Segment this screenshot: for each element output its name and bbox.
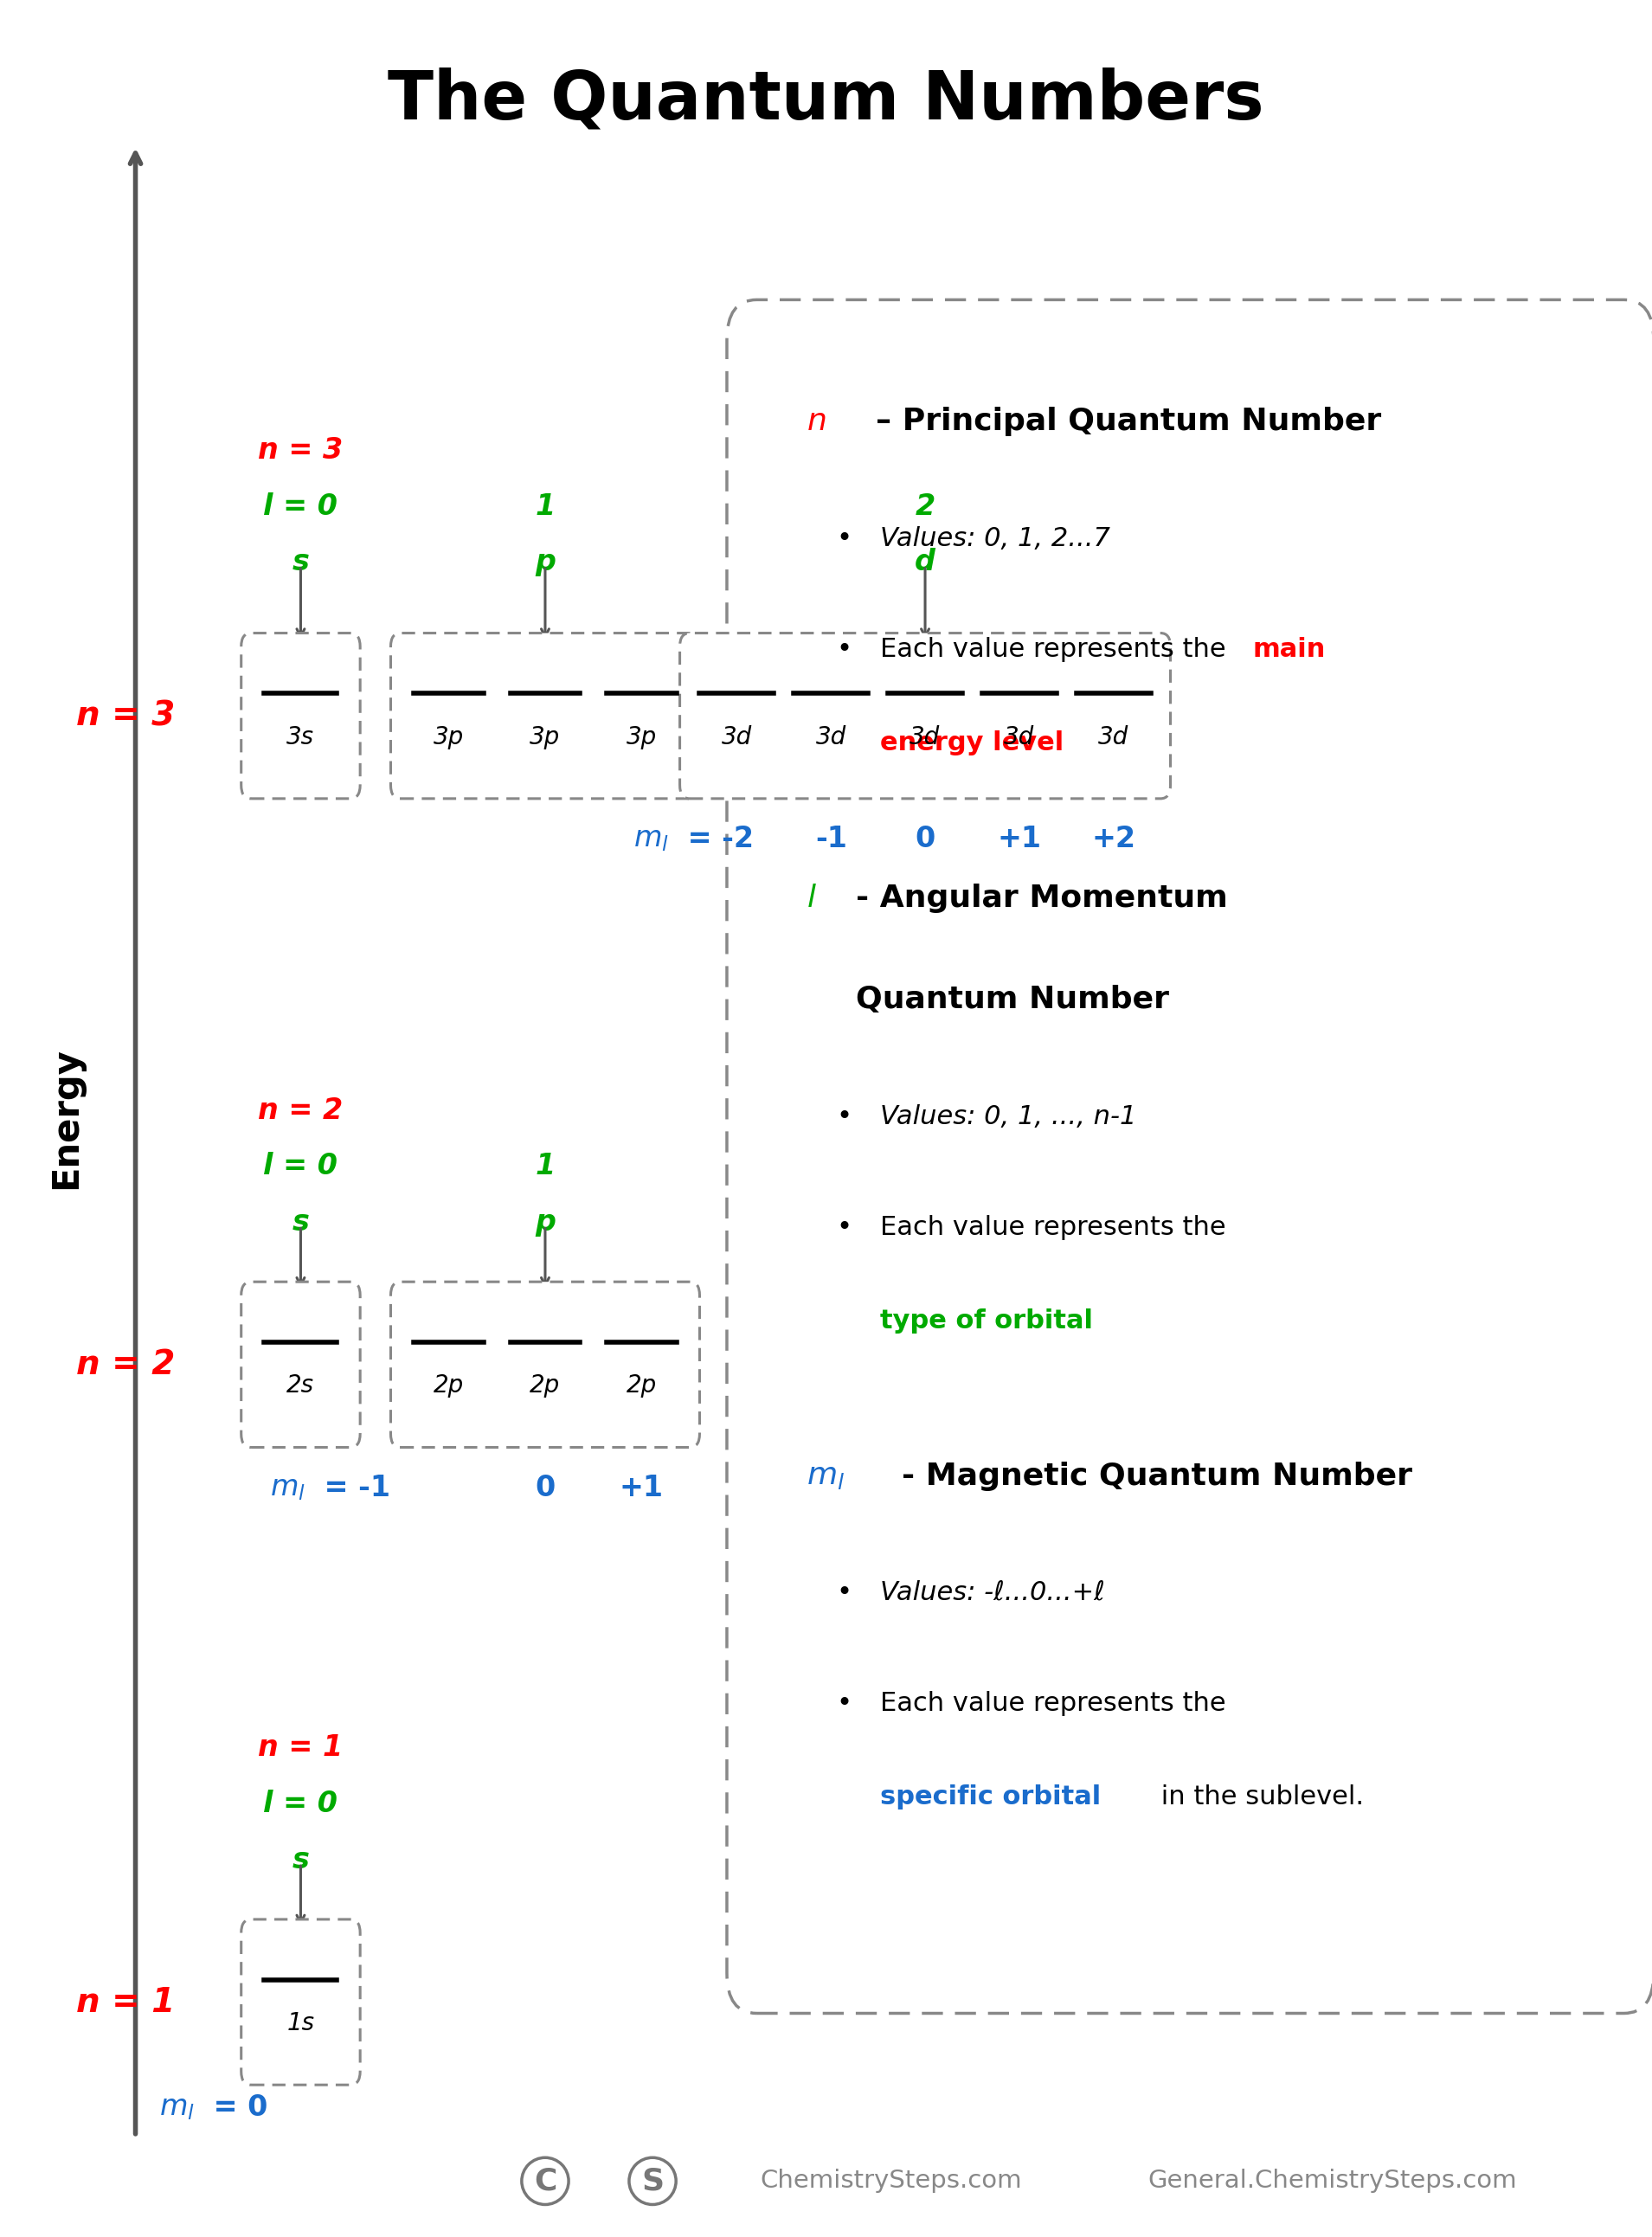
Text: 3d: 3d [816, 725, 846, 749]
Text: - Magnetic Quantum Number: - Magnetic Quantum Number [902, 1461, 1412, 1490]
Text: Quantum Number: Quantum Number [856, 984, 1170, 1016]
FancyBboxPatch shape [727, 300, 1652, 2013]
Text: main: main [1252, 638, 1325, 662]
Text: specific orbital: specific orbital [881, 1785, 1102, 1810]
Text: $l$: $l$ [806, 884, 816, 913]
Text: 3d: 3d [1004, 725, 1034, 749]
FancyBboxPatch shape [392, 633, 700, 799]
FancyBboxPatch shape [392, 1282, 700, 1447]
Text: •: • [836, 1691, 851, 1716]
Text: S: S [641, 2165, 664, 2197]
Text: l = 0: l = 0 [263, 1790, 339, 1819]
Text: •: • [836, 638, 851, 662]
Text: 3d: 3d [722, 725, 752, 749]
Text: 1: 1 [535, 492, 555, 521]
FancyBboxPatch shape [241, 633, 360, 799]
Text: type of orbital: type of orbital [881, 1309, 1094, 1333]
Text: +1: +1 [620, 1474, 664, 1501]
Text: 2s: 2s [287, 1374, 314, 1398]
Text: $m_{\mathit{l}}$: $m_{\mathit{l}}$ [160, 2094, 195, 2121]
Text: = -1: = -1 [314, 1474, 390, 1501]
Text: 2p: 2p [626, 1374, 657, 1398]
Text: Values: 0, 1, 2...7: Values: 0, 1, 2...7 [881, 526, 1110, 550]
Text: 3d: 3d [910, 725, 940, 749]
Text: Values: 0, 1, ..., n-1: Values: 0, 1, ..., n-1 [881, 1105, 1137, 1130]
Text: 3p: 3p [433, 725, 464, 749]
Text: 1: 1 [535, 1152, 555, 1181]
Text: p: p [535, 1208, 555, 1237]
Text: - Angular Momentum: - Angular Momentum [856, 884, 1227, 913]
Text: n = 1: n = 1 [76, 1986, 175, 2018]
Text: 0: 0 [535, 1474, 555, 1501]
Text: 0: 0 [915, 825, 935, 852]
Text: +1: +1 [998, 825, 1041, 852]
Text: Energy: Energy [48, 1047, 84, 1190]
FancyBboxPatch shape [241, 1919, 360, 2085]
Text: Each value represents the: Each value represents the [881, 1691, 1226, 1716]
Text: 2p: 2p [530, 1374, 560, 1398]
Text: s: s [292, 1208, 309, 1237]
Text: •: • [836, 526, 851, 550]
Text: •: • [836, 1215, 851, 1239]
Text: 3d: 3d [1099, 725, 1128, 749]
Text: 3s: 3s [287, 725, 314, 749]
FancyBboxPatch shape [681, 633, 1171, 799]
Text: $n$: $n$ [806, 407, 826, 436]
Text: •: • [836, 1579, 851, 1606]
FancyBboxPatch shape [241, 1282, 360, 1447]
Text: •: • [836, 1105, 851, 1130]
Text: Each value represents the: Each value represents the [881, 638, 1234, 662]
Text: n = 3: n = 3 [258, 436, 344, 465]
Text: n = 1: n = 1 [258, 1734, 344, 1763]
Text: ChemistrySteps.com: ChemistrySteps.com [760, 2170, 1023, 2192]
Text: 3p: 3p [626, 725, 657, 749]
Text: s: s [292, 1846, 309, 1875]
Text: C: C [534, 2165, 557, 2197]
Text: $m_{\mathit{l}}$: $m_{\mathit{l}}$ [271, 1474, 306, 1501]
Text: Each value represents the: Each value represents the [881, 1215, 1226, 1239]
Text: l = 0: l = 0 [263, 1152, 339, 1181]
Text: d: d [915, 548, 935, 577]
Text: 1s: 1s [287, 2011, 314, 2036]
Text: n = 3: n = 3 [76, 700, 175, 731]
Text: n = 2: n = 2 [258, 1096, 344, 1125]
Text: = 0: = 0 [203, 2094, 268, 2121]
Text: Values: -ℓ...0...+ℓ: Values: -ℓ...0...+ℓ [881, 1579, 1105, 1606]
Text: +2: +2 [1092, 825, 1135, 852]
Text: 3p: 3p [530, 725, 560, 749]
Text: in the sublevel.: in the sublevel. [1153, 1785, 1365, 1810]
Text: l = 0: l = 0 [263, 492, 339, 521]
Text: = -2: = -2 [677, 825, 753, 852]
Text: – Principal Quantum Number: – Principal Quantum Number [876, 407, 1381, 436]
Text: 2: 2 [915, 492, 935, 521]
Text: $m_{\mathit{l}}$: $m_{\mathit{l}}$ [634, 825, 669, 852]
Text: 2p: 2p [433, 1374, 464, 1398]
Text: n = 2: n = 2 [76, 1349, 175, 1380]
Text: p: p [535, 548, 555, 577]
Text: -1: -1 [814, 825, 847, 852]
Text: s: s [292, 548, 309, 577]
Text: energy level: energy level [881, 729, 1064, 756]
Text: The Quantum Numbers: The Quantum Numbers [388, 67, 1264, 132]
Text: $m_{\mathit{l}}$: $m_{\mathit{l}}$ [806, 1461, 844, 1490]
Text: General.ChemistrySteps.com: General.ChemistrySteps.com [1148, 2170, 1517, 2192]
